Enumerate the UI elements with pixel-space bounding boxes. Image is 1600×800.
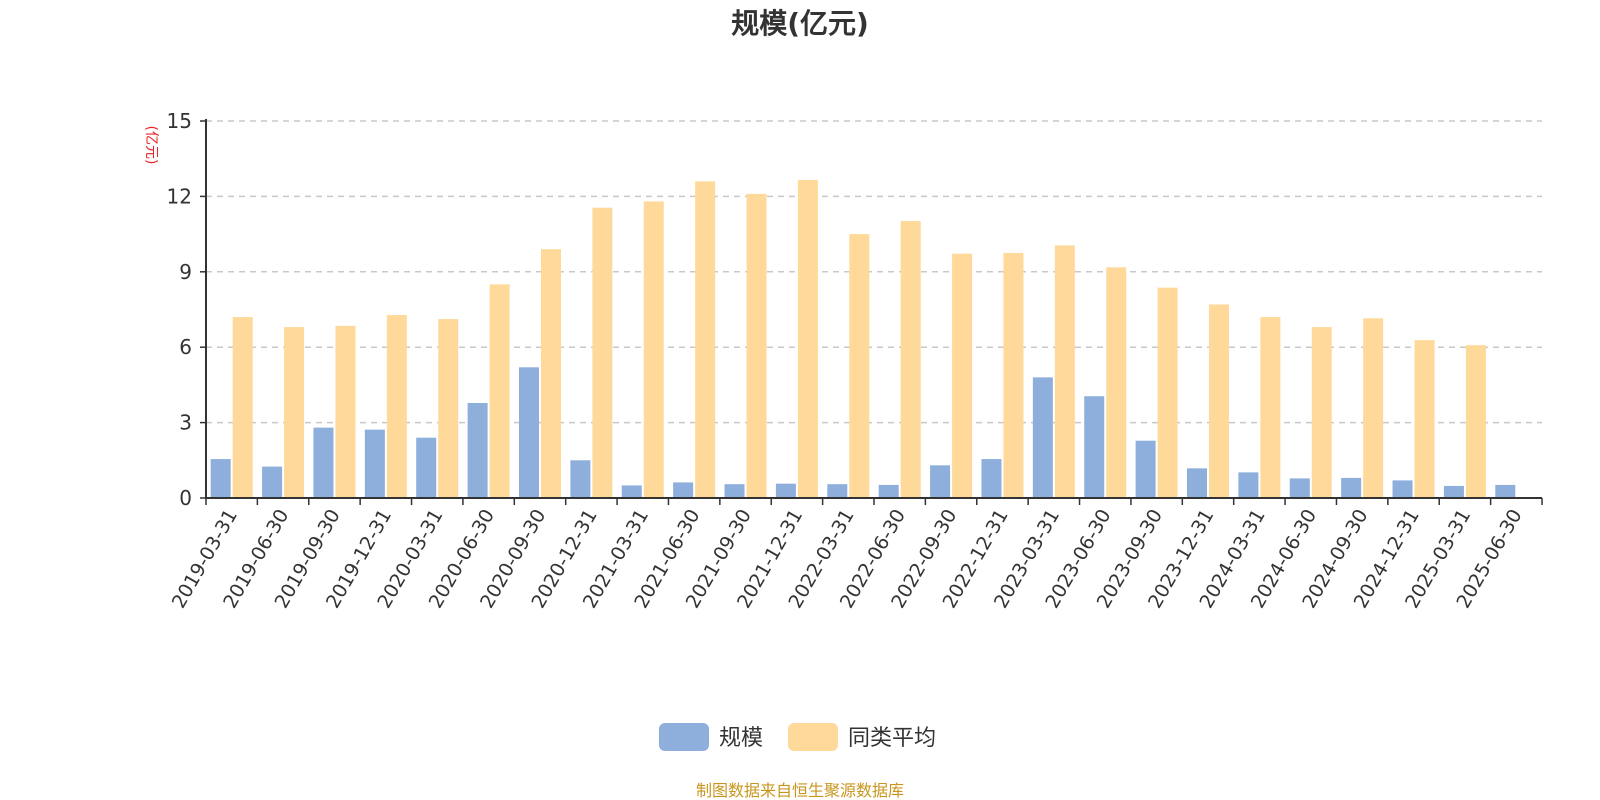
y-tick-label: 9	[179, 260, 192, 284]
bar-scale-2024-09-30	[1341, 477, 1362, 498]
bar-peer-average-2021-06-30	[695, 181, 716, 498]
bar-peer-average-2024-12-31	[1414, 340, 1435, 498]
chart-title: 规模(亿元)	[731, 7, 869, 40]
legend-label-scale: 规模	[719, 726, 763, 751]
bar-scale-2021-09-30	[724, 484, 745, 498]
y-tick-label: 0	[179, 486, 192, 510]
bar-scale-2024-12-31	[1392, 480, 1413, 498]
bar-peer-average-2021-03-31	[643, 201, 664, 498]
bar-peer-average-2019-03-31	[232, 317, 253, 498]
bar-peer-average-2019-06-30	[284, 327, 305, 498]
bar-peer-average-2019-09-30	[335, 325, 356, 498]
legend-label-peer-average: 同类平均	[848, 726, 936, 751]
y-tick-label: 12	[167, 184, 192, 208]
bar-peer-average-2020-12-31	[592, 207, 613, 498]
bar-scale-2021-03-31	[621, 485, 642, 498]
bar-peer-average-2024-06-30	[1311, 327, 1332, 498]
bar-peer-average-2023-06-30	[1106, 267, 1127, 498]
bar-scale-2021-12-31	[775, 483, 796, 498]
bar-scale-2020-06-30	[467, 402, 488, 498]
bar-scale-2020-09-30	[519, 367, 539, 498]
bar-scale-2019-06-30	[262, 466, 283, 498]
bar-scale-2022-03-31	[827, 484, 848, 498]
bar-scale-2022-06-30	[878, 484, 899, 498]
bar-scale-2020-12-31	[570, 460, 591, 498]
bar-scale-2019-09-30	[313, 427, 334, 498]
source-note: 制图数据来自恒生聚源数据库	[696, 781, 904, 800]
bar-peer-average-2020-09-30	[541, 249, 561, 498]
bar-scale-2023-09-30	[1135, 440, 1156, 498]
bars	[210, 180, 1516, 499]
bar-peer-average-2020-06-30	[489, 284, 510, 498]
bar-scale-2025-06-30	[1495, 484, 1516, 498]
bar-peer-average-2019-12-31	[386, 315, 407, 498]
bar-peer-average-2020-03-31	[438, 319, 459, 498]
bar-peer-average-2024-09-30	[1363, 318, 1384, 498]
legend: 规模 同类平均	[659, 723, 936, 751]
bar-scale-2019-12-31	[364, 429, 385, 498]
bar-peer-average-2021-09-30	[746, 193, 767, 499]
bar-scale-2023-06-30	[1084, 396, 1105, 498]
bar-scale-2023-12-31	[1187, 468, 1207, 498]
legend-swatch-scale	[659, 723, 709, 751]
y-tick-label: 6	[179, 335, 192, 359]
bar-scale-2022-09-30	[930, 465, 951, 498]
y-tick-label: 15	[167, 109, 192, 133]
bar-scale-2025-03-31	[1443, 485, 1464, 498]
bar-peer-average-2022-12-31	[1003, 252, 1024, 498]
bar-scale-2019-03-31	[210, 459, 231, 498]
bar-scale-2020-03-31	[416, 437, 437, 498]
bar-peer-average-2025-03-31	[1465, 345, 1486, 498]
bar-peer-average-2024-03-31	[1260, 317, 1281, 498]
bar-peer-average-2023-12-31	[1209, 304, 1229, 498]
y-axis-ticks: 0 3 6 9 12 15	[167, 109, 206, 510]
bar-scale-2021-06-30	[673, 482, 694, 498]
bar-peer-average-2021-12-31	[797, 180, 818, 498]
bar-scale-2024-03-31	[1238, 472, 1259, 498]
bar-peer-average-2022-03-31	[849, 234, 870, 498]
bar-peer-average-2023-03-31	[1054, 245, 1075, 498]
bar-peer-average-2022-06-30	[900, 221, 921, 498]
bar-scale-2024-06-30	[1289, 478, 1310, 498]
bar-scale-2022-12-31	[981, 459, 1002, 498]
bar-peer-average-2022-09-30	[952, 253, 973, 498]
legend-swatch-peer-average	[788, 723, 838, 751]
y-tick-label: 3	[179, 411, 192, 435]
bar-peer-average-2023-09-30	[1157, 287, 1178, 498]
bar-scale-2023-03-31	[1032, 377, 1053, 498]
y-axis-unit-label: (亿元)	[143, 126, 159, 165]
x-axis-ticks: 2019-03-312019-06-302019-09-302019-12-31…	[168, 498, 1543, 612]
